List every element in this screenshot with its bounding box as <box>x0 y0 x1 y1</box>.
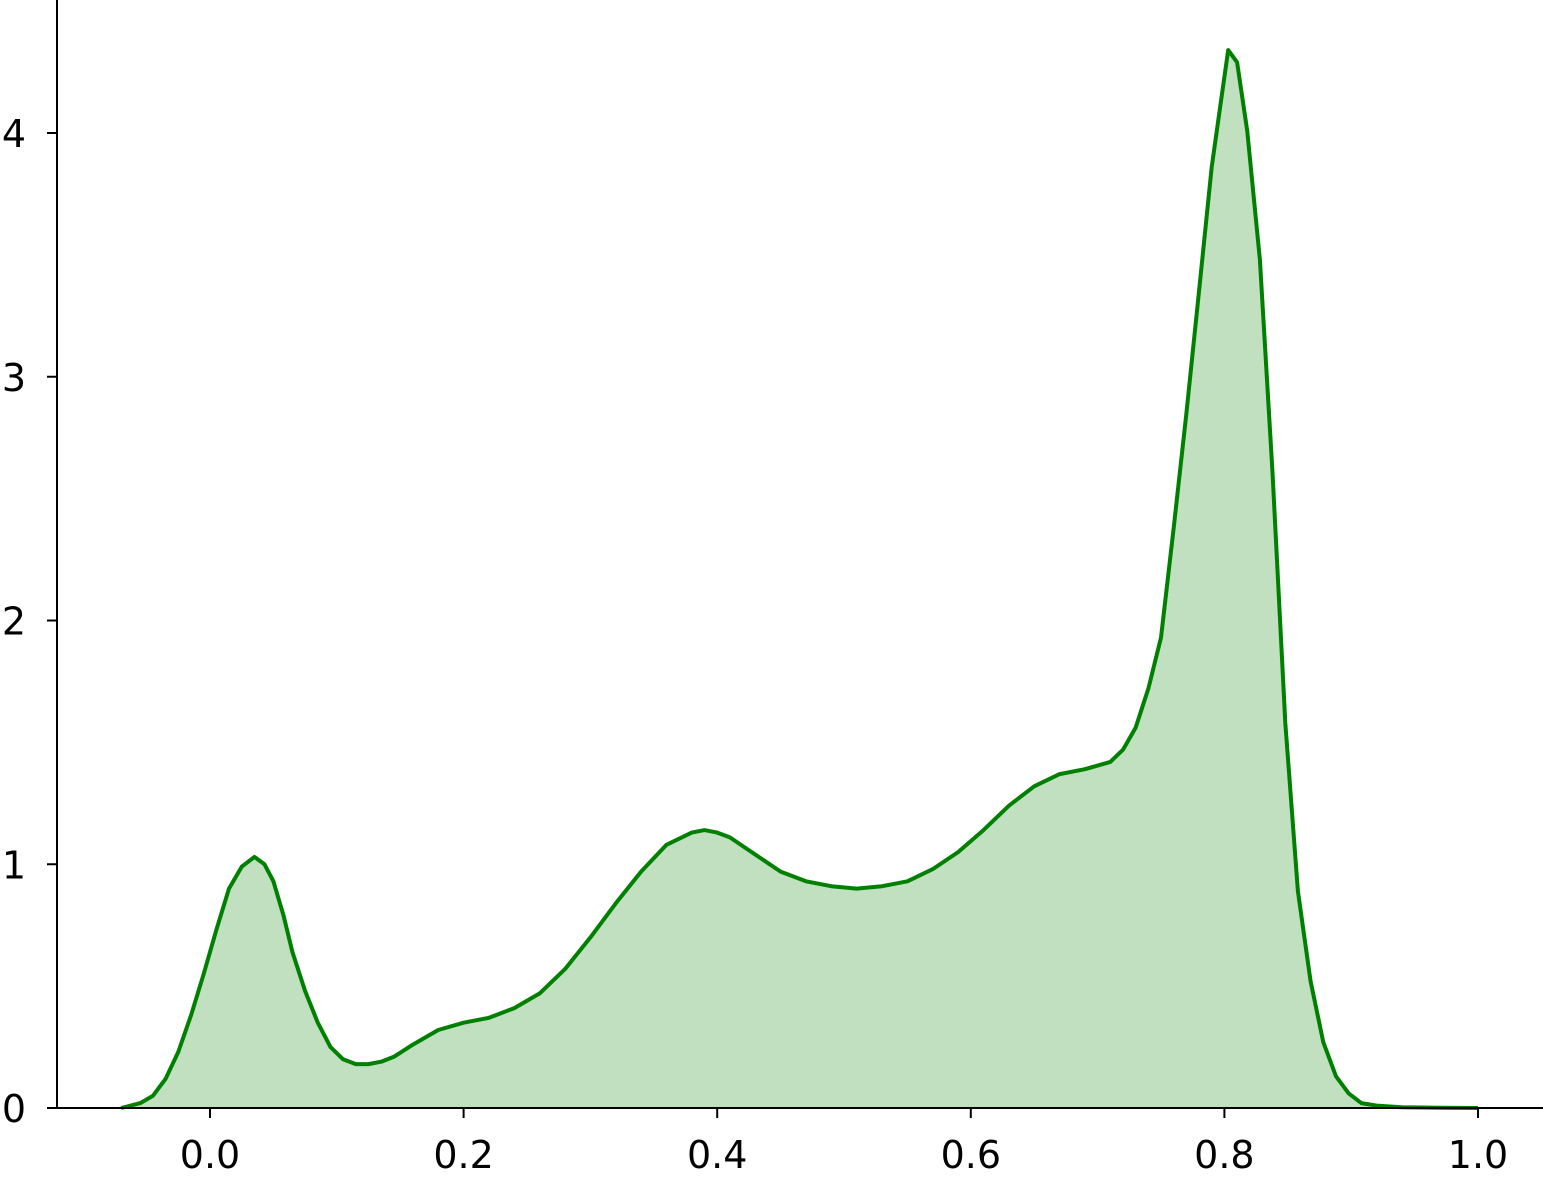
x-tick-label: 0.2 <box>433 1133 493 1177</box>
density-area-fill <box>121 50 1479 1109</box>
y-tick-label: 1 <box>2 843 26 887</box>
density-curve-line <box>120 48 1479 1110</box>
x-tick-label: 0.8 <box>1194 1133 1254 1177</box>
x-tick-label: 0.0 <box>180 1133 240 1177</box>
x-tick-label: 0.4 <box>687 1133 747 1177</box>
y-tick-label: 0 <box>2 1087 26 1131</box>
y-tick-label: 2 <box>2 600 26 644</box>
x-tick-label: 0.6 <box>941 1133 1001 1177</box>
x-axis-ticks: 0.0 0.2 0.4 0.6 0.8 1.0 <box>180 1108 1508 1177</box>
x-tick-label: 1.0 <box>1448 1133 1508 1177</box>
y-tick-label: 4 <box>2 112 26 156</box>
y-axis-ticks: 0 1 2 3 4 <box>2 112 57 1131</box>
y-tick-label: 3 <box>2 356 26 400</box>
